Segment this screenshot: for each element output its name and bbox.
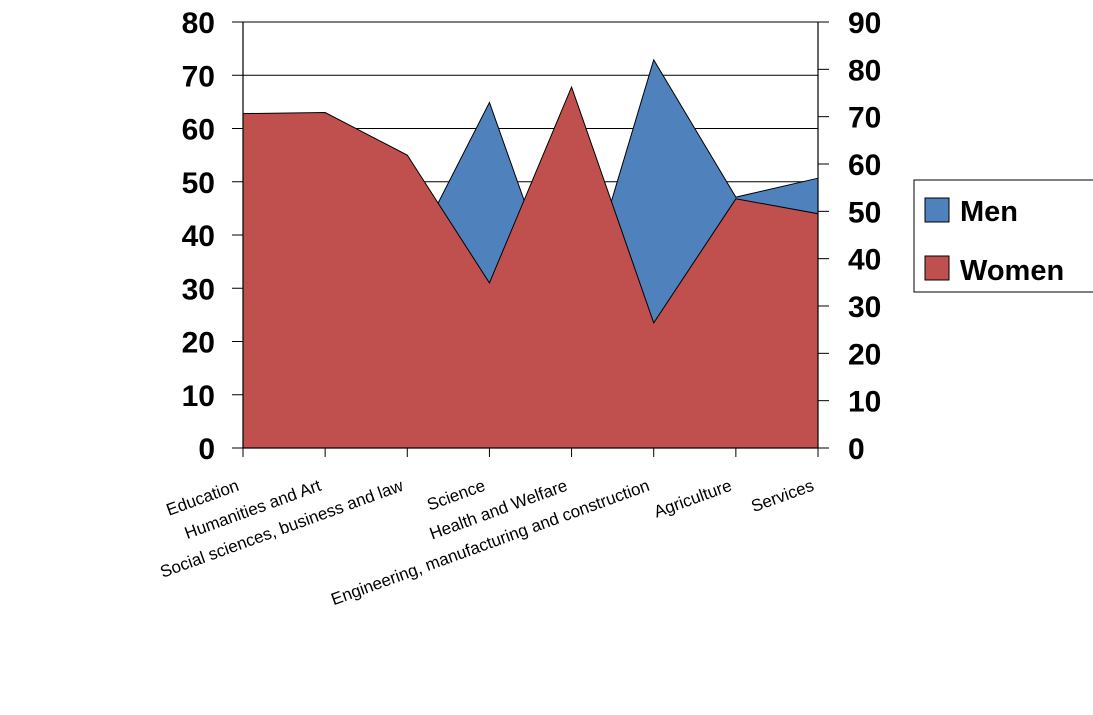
- left-tick-label: 70: [182, 60, 215, 93]
- right-tick-label: 60: [848, 149, 881, 182]
- series-layer: [243, 60, 818, 448]
- right-tick-label: 50: [848, 196, 881, 229]
- right-tick-label: 0: [848, 433, 865, 466]
- left-tick-label: 50: [182, 167, 215, 200]
- right-tick-label: 30: [848, 291, 881, 324]
- legend-swatch-men: [925, 198, 949, 222]
- right-axis-ticks: 0 10 20 30 40 50 60 70 80 90: [818, 7, 881, 466]
- right-tick-label: 40: [848, 244, 881, 277]
- right-tick-label: 90: [848, 7, 881, 40]
- x-tick-label: Agriculture: [651, 476, 734, 522]
- left-tick-label: 0: [198, 433, 215, 466]
- right-tick-label: 20: [848, 338, 881, 371]
- legend-swatch-women: [925, 256, 949, 280]
- right-tick-label: 70: [848, 102, 881, 135]
- left-tick-label: 10: [182, 380, 215, 413]
- left-axis-ticks: 0 10 20 30 40 50 60 70 80: [182, 7, 243, 466]
- legend-label-women: Women: [960, 255, 1064, 287]
- left-tick-label: 80: [182, 7, 215, 40]
- right-tick-label: 10: [848, 386, 881, 419]
- left-tick-label: 40: [182, 220, 215, 253]
- x-tick-label: Services: [749, 476, 817, 516]
- left-tick-label: 60: [182, 114, 215, 147]
- left-tick-label: 20: [182, 327, 215, 360]
- legend-label-men: Men: [960, 196, 1018, 228]
- left-tick-label: 30: [182, 273, 215, 306]
- right-tick-label: 80: [848, 54, 881, 87]
- legend: Men Women: [914, 180, 1093, 292]
- area-series-women: [243, 87, 818, 448]
